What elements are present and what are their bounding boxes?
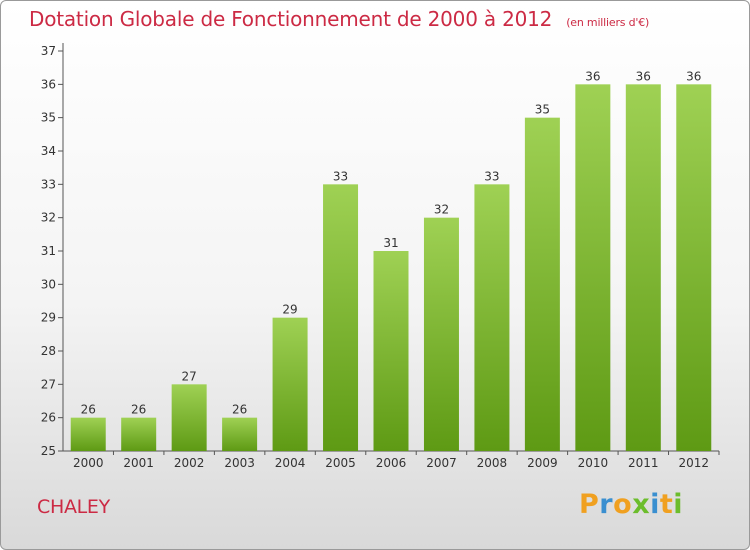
data-label: 32 — [434, 203, 449, 217]
title-text: Dotation Globale de Fonctionnement de 20… — [29, 7, 553, 31]
bar — [676, 84, 712, 451]
bar — [625, 84, 661, 451]
x-tick-label: 2009 — [527, 456, 558, 470]
x-tick-label: 2011 — [628, 456, 659, 470]
bar — [423, 217, 459, 451]
data-label: 33 — [333, 169, 348, 183]
data-label: 27 — [182, 369, 197, 383]
bar — [272, 317, 308, 451]
x-tick-label: 2003 — [224, 456, 255, 470]
y-tick-label: 26 — [41, 411, 56, 425]
x-tick-label: 2004 — [275, 456, 306, 470]
x-tick-label: 2007 — [426, 456, 457, 470]
y-tick-label: 37 — [41, 44, 56, 58]
y-tick-label: 31 — [41, 244, 56, 258]
bar — [474, 184, 510, 452]
y-tick-label: 27 — [41, 377, 56, 391]
bar — [524, 117, 560, 452]
x-tick-label: 2012 — [678, 456, 709, 470]
bar — [70, 417, 106, 451]
data-label: 26 — [232, 403, 247, 417]
y-tick-label: 35 — [41, 111, 56, 125]
bar-chart: 25 26 27 28 29 30 31 32 33 34 35 36 37 26 2000 26 2001 27… — [41, 43, 720, 470]
y-tick-label: 32 — [41, 211, 56, 225]
bar — [323, 184, 359, 452]
data-label: 31 — [383, 236, 398, 250]
commune-name: CHALEY — [37, 496, 110, 518]
bar — [171, 384, 207, 451]
y-tick-label: 36 — [41, 77, 56, 91]
bar — [575, 84, 611, 451]
x-tick-label: 2010 — [578, 456, 609, 470]
y-tick-label: 30 — [41, 277, 56, 291]
data-label: 36 — [636, 69, 651, 83]
y-tick-label: 25 — [41, 444, 56, 458]
bar — [222, 417, 258, 451]
data-label: 33 — [484, 169, 499, 183]
x-tick-label: 2008 — [477, 456, 508, 470]
x-tick-label: 2006 — [376, 456, 407, 470]
data-label: 26 — [81, 403, 96, 417]
x-tick-label: 2000 — [73, 456, 104, 470]
y-tick-label: 28 — [41, 344, 56, 358]
x-tick-label: 2005 — [325, 456, 356, 470]
bar — [373, 251, 409, 451]
x-tick-label: 2001 — [123, 456, 154, 470]
chart-title: Dotation Globale de Fonctionnement de 20… — [29, 7, 649, 31]
x-tick-label: 2002 — [174, 456, 205, 470]
data-label: 36 — [686, 69, 701, 83]
bar — [121, 417, 157, 451]
data-label: 29 — [282, 303, 297, 317]
data-label: 36 — [585, 69, 600, 83]
chart-subtitle: (en milliers d'€) — [566, 16, 650, 29]
y-tick-label: 33 — [41, 177, 56, 191]
data-label: 26 — [131, 403, 146, 417]
y-tick-label: 34 — [41, 144, 56, 158]
y-tick-label: 29 — [41, 311, 56, 325]
proxiti-logo: Proxiti — [579, 489, 684, 520]
data-label: 35 — [535, 103, 550, 117]
